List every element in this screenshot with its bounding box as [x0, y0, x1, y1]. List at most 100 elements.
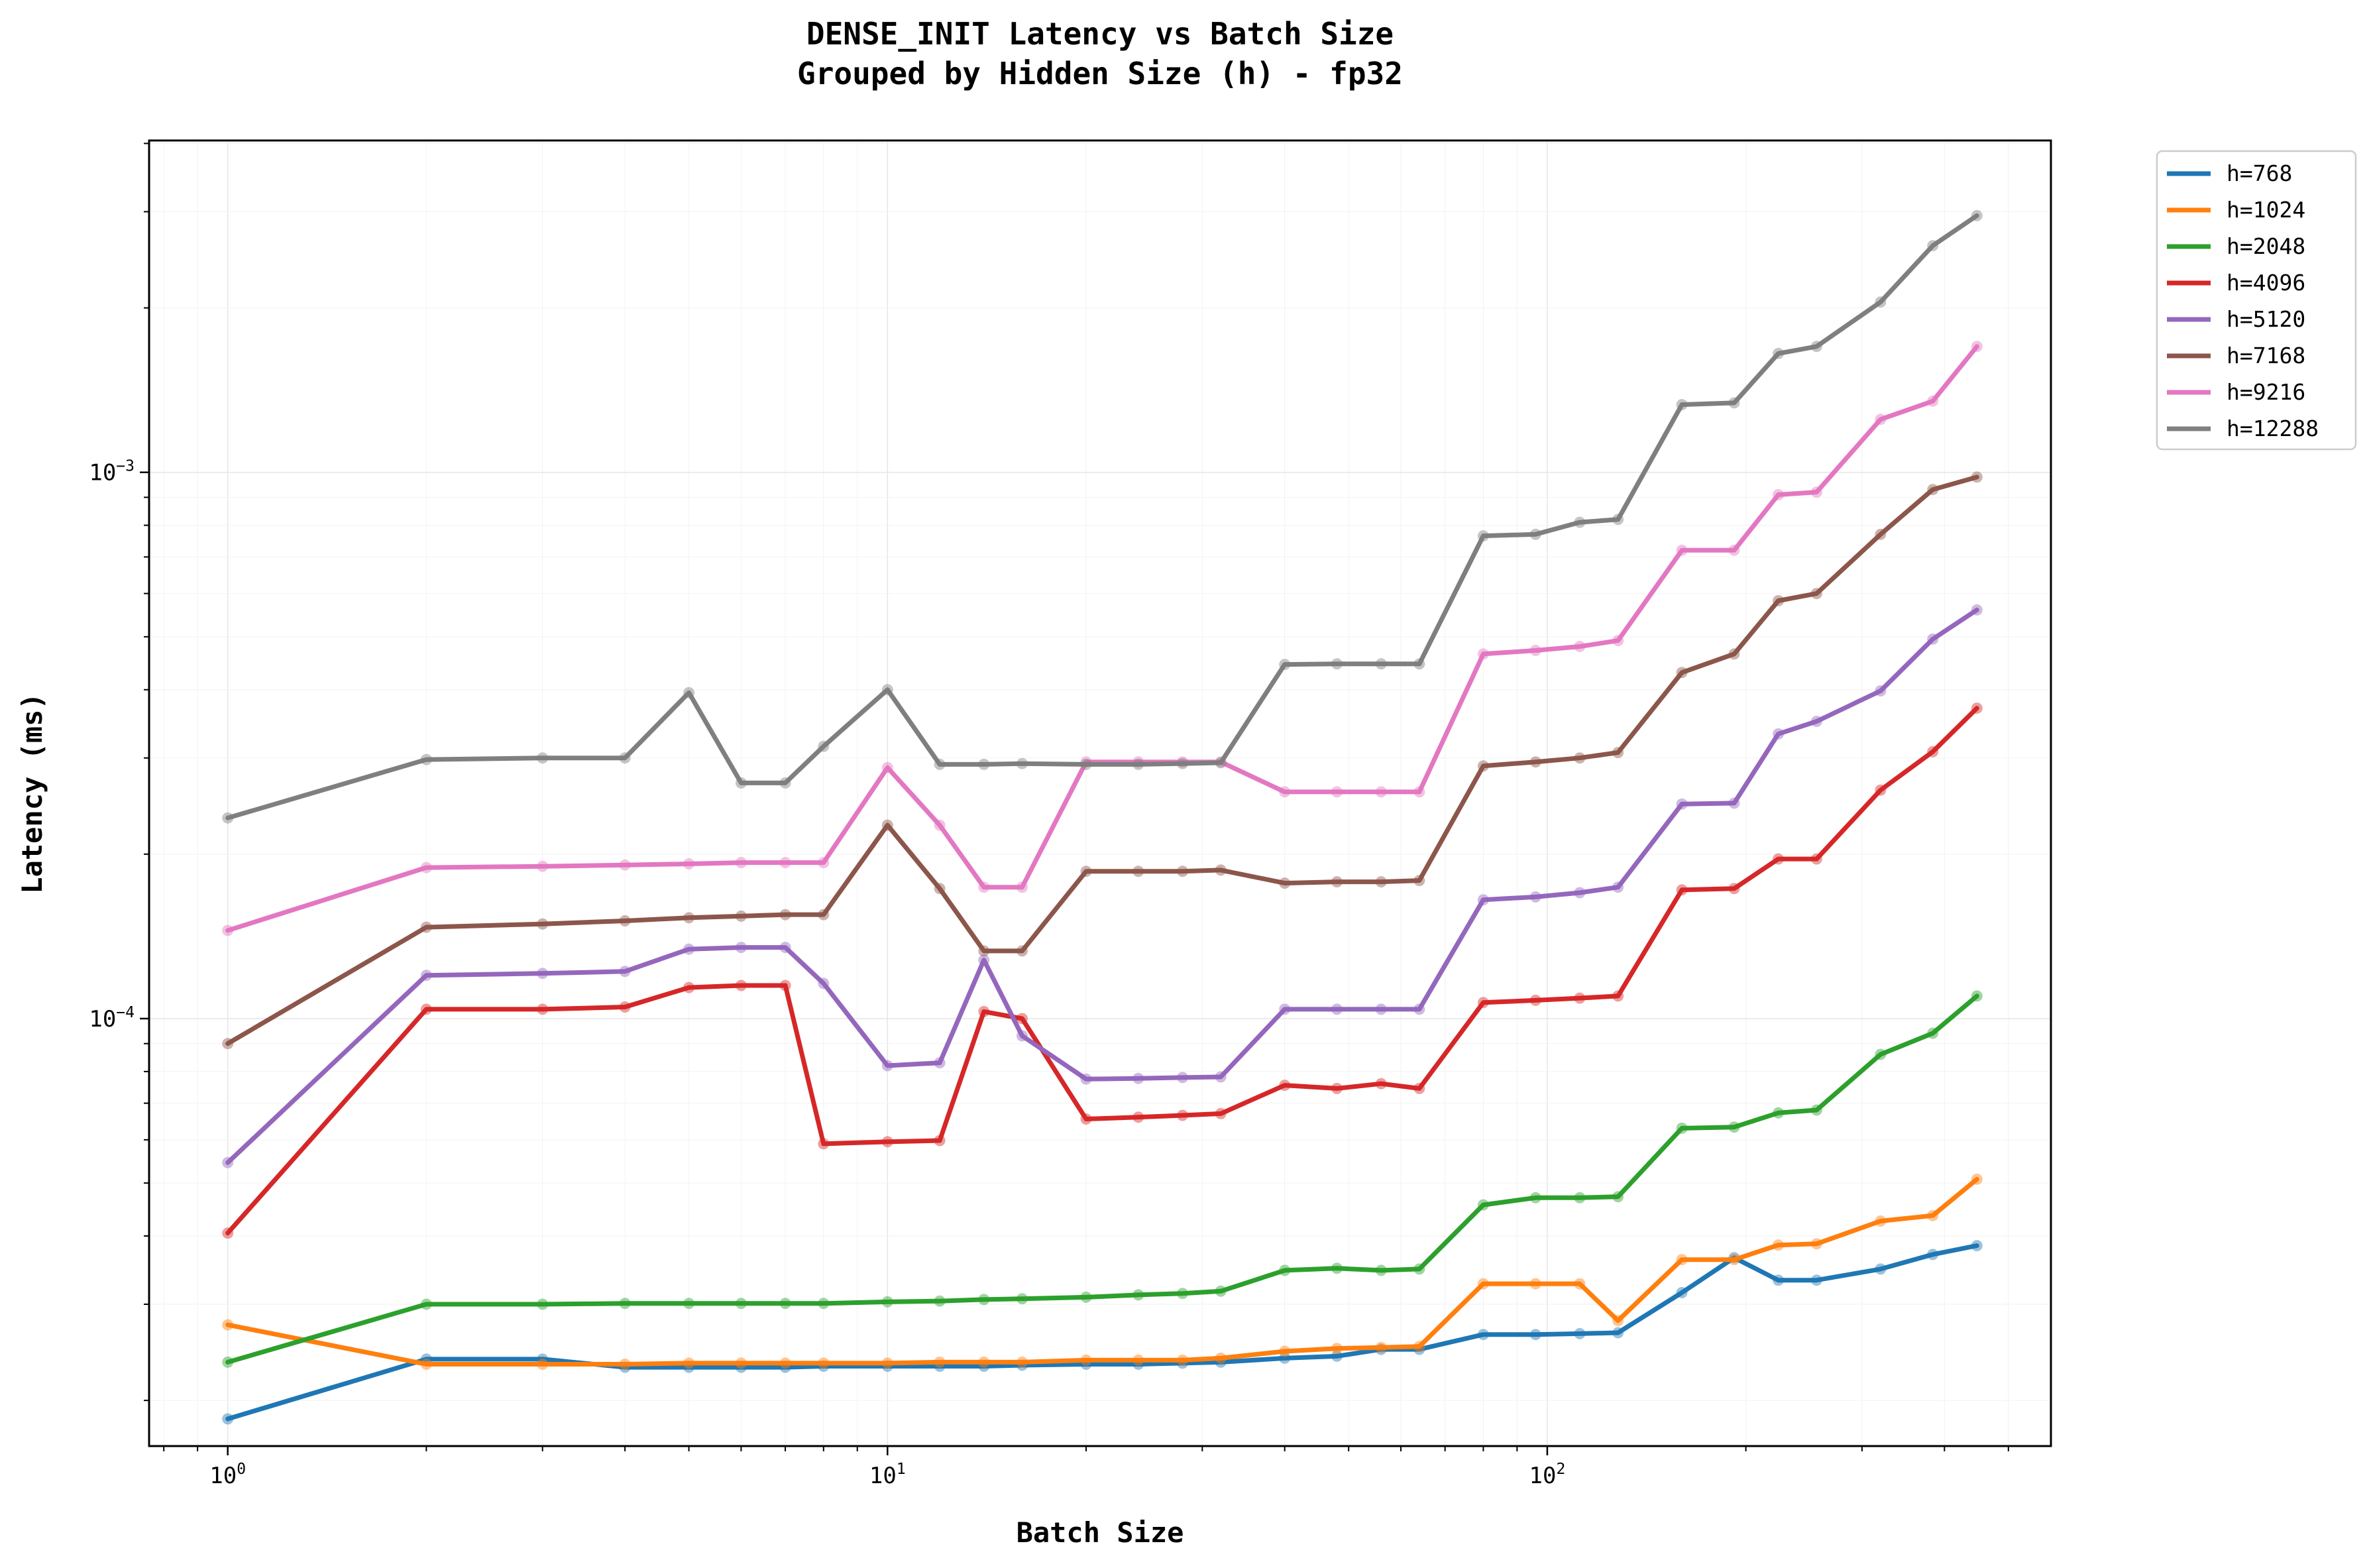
series-line	[225, 475, 1979, 1046]
legend-label: h=2048	[2227, 233, 2305, 259]
data-point	[1927, 746, 1939, 757]
data-point	[1529, 528, 1541, 540]
data-point	[1773, 1107, 1785, 1119]
legend-item: h=1024	[2167, 197, 2305, 223]
y-tick-label: 10−4	[89, 1004, 135, 1033]
data-point	[779, 980, 791, 991]
data-point	[1215, 757, 1227, 769]
data-point	[1375, 1264, 1387, 1276]
legend-item: h=2048	[2167, 233, 2305, 259]
data-point	[934, 1295, 946, 1307]
data-point	[1529, 1329, 1541, 1341]
data-point	[1331, 786, 1343, 798]
data-point	[683, 687, 695, 699]
legend-frame	[2156, 150, 2357, 451]
series-line	[225, 993, 1979, 1365]
data-point	[1375, 786, 1387, 798]
data-point	[1728, 797, 1740, 809]
data-point	[222, 1356, 234, 1368]
data-point	[1927, 240, 1939, 252]
data-point	[420, 921, 432, 933]
data-point	[683, 1298, 695, 1310]
data-point	[1971, 209, 1983, 221]
data-point	[222, 1413, 234, 1425]
series-h-4096	[222, 702, 1983, 1239]
data-point	[1215, 864, 1227, 876]
data-point	[1017, 1030, 1028, 1042]
data-point	[1574, 992, 1586, 1004]
data-point	[779, 1298, 791, 1310]
series-h-5120	[222, 604, 1983, 1168]
legend-item: h=4096	[2167, 270, 2305, 296]
data-point	[1574, 887, 1586, 899]
data-point	[1728, 1254, 1740, 1266]
data-point	[1773, 728, 1785, 740]
data-point	[881, 1296, 893, 1308]
data-point	[537, 752, 549, 764]
data-point	[1971, 1173, 1983, 1185]
data-point	[1971, 471, 1983, 483]
legend-item: h=9216	[2167, 379, 2305, 405]
data-point	[1810, 853, 1822, 865]
legend: h=768 h=1024 h=2048 h=4096 h=5120 h=7168 h=921…	[2156, 150, 2357, 451]
data-point	[978, 945, 990, 957]
x-axis-label: Batch Size	[1017, 1516, 1184, 1549]
data-point	[619, 1359, 631, 1370]
data-point	[1177, 866, 1188, 877]
data-point	[1279, 786, 1291, 798]
data-point	[1413, 786, 1425, 798]
data-point	[881, 1136, 893, 1148]
data-point	[1529, 756, 1541, 768]
series-h-2048	[222, 990, 1983, 1368]
data-point	[735, 980, 747, 991]
data-point	[1529, 891, 1541, 903]
data-point	[1971, 604, 1983, 616]
data-point	[1177, 1109, 1188, 1121]
data-point	[1927, 395, 1939, 407]
data-point	[537, 968, 549, 980]
data-point	[1810, 486, 1822, 498]
data-point	[1331, 876, 1343, 888]
data-point	[619, 752, 631, 764]
legend-item: h=768	[2167, 160, 2292, 186]
data-point	[222, 812, 234, 824]
data-point	[779, 1357, 791, 1369]
data-point	[1971, 990, 1983, 1002]
chart-title: DENSE_INIT Latency vs Batch Size	[806, 16, 1394, 52]
data-point	[1413, 1003, 1425, 1015]
x-tick-label: 101	[869, 1461, 906, 1489]
data-point	[1612, 1315, 1624, 1327]
series-line	[225, 706, 1979, 1236]
data-point	[1132, 866, 1144, 877]
data-point	[1375, 1003, 1387, 1015]
data-point	[1875, 528, 1887, 540]
data-point	[1215, 1107, 1227, 1119]
series-line	[225, 1176, 1979, 1367]
data-point	[978, 1005, 990, 1017]
data-point	[1676, 884, 1688, 896]
data-point	[1676, 1254, 1688, 1266]
data-point	[420, 1003, 432, 1015]
legend-entries: h=768 h=1024 h=2048 h=4096 h=5120 h=7168 h=921…	[2167, 160, 2319, 441]
data-point	[1676, 667, 1688, 679]
data-point	[1279, 877, 1291, 889]
data-point	[1279, 1003, 1291, 1015]
legend-label: h=768	[2227, 160, 2292, 186]
series-h-1024	[222, 1173, 1983, 1370]
data-point	[619, 915, 631, 926]
data-point	[1676, 798, 1688, 810]
data-point	[934, 1356, 946, 1368]
data-point	[619, 1298, 631, 1310]
data-point	[1413, 1082, 1425, 1094]
data-point	[1017, 1013, 1028, 1025]
data-point	[1927, 1209, 1939, 1221]
data-point	[1413, 1263, 1425, 1275]
data-point	[1177, 1072, 1188, 1084]
data-point	[222, 1156, 234, 1168]
series-line	[225, 607, 1979, 1165]
data-point	[683, 981, 695, 993]
data-point	[1875, 1263, 1887, 1275]
data-point	[1612, 881, 1624, 893]
data-point	[779, 777, 791, 789]
